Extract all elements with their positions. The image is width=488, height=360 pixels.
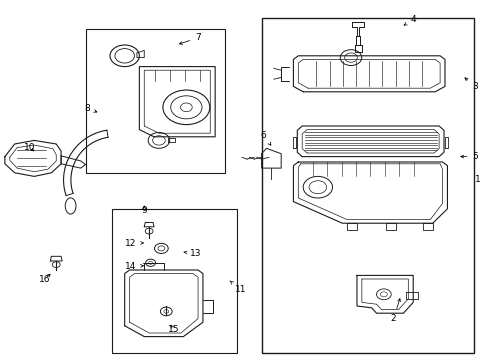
Text: 11: 11 <box>229 281 246 294</box>
Text: 12: 12 <box>125 238 143 248</box>
Text: 7: 7 <box>179 33 201 44</box>
Text: 8: 8 <box>84 104 97 112</box>
Text: 10: 10 <box>23 143 35 152</box>
Bar <box>261 18 473 353</box>
Text: 4: 4 <box>403 15 415 25</box>
Text: 3: 3 <box>464 78 477 91</box>
Text: 2: 2 <box>390 299 400 323</box>
Bar <box>112 209 237 353</box>
Text: 13: 13 <box>183 249 201 258</box>
Text: 5: 5 <box>460 152 477 161</box>
Text: 1: 1 <box>474 175 480 184</box>
Text: 15: 15 <box>167 325 179 334</box>
Text: 9: 9 <box>141 206 147 215</box>
Bar <box>85 29 224 173</box>
Text: 6: 6 <box>260 130 270 145</box>
Text: 16: 16 <box>39 274 51 284</box>
Text: 14: 14 <box>125 262 143 271</box>
